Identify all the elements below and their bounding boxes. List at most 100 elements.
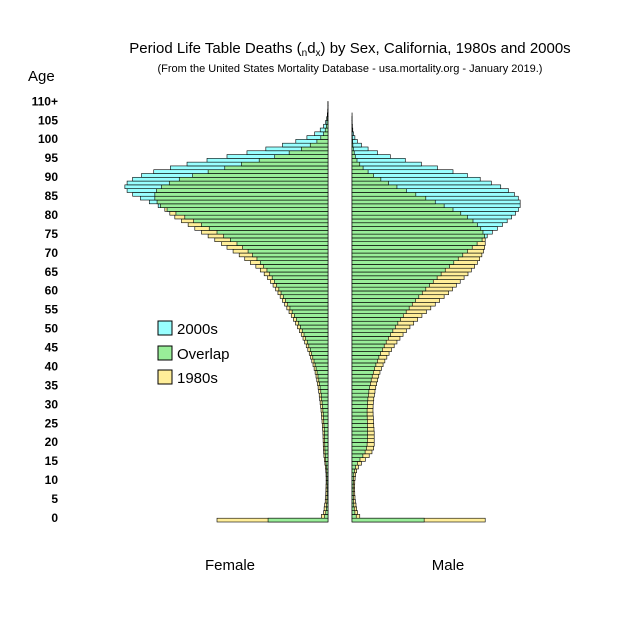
bar-overlap bbox=[154, 195, 329, 201]
legend-item-2000s: 2000s bbox=[157, 320, 218, 338]
bar-overlap bbox=[351, 195, 427, 201]
y-tick-label: 90 bbox=[45, 170, 59, 184]
bar-overlap bbox=[351, 298, 416, 303]
y-axis-ticks: 0 5 10 15 20 25 30 35 40 45 50 55 60 65 70 75 80 85 90 95 10… bbox=[32, 94, 59, 525]
bar-overlap bbox=[351, 313, 404, 318]
bar-overlap bbox=[351, 158, 358, 163]
bar-overlap bbox=[351, 324, 396, 330]
bar-overlap bbox=[351, 438, 368, 443]
male-label: Male bbox=[432, 557, 465, 574]
bar-overlap bbox=[351, 320, 399, 326]
bar-overlap bbox=[315, 366, 329, 371]
legend-swatch-2000s bbox=[157, 320, 173, 336]
bar-overlap bbox=[326, 120, 329, 125]
bar-overlap bbox=[326, 502, 329, 508]
bar-overlap bbox=[319, 385, 329, 390]
bar-overlap bbox=[351, 309, 407, 314]
bar-overlap bbox=[324, 514, 329, 519]
bar-overlap bbox=[320, 135, 329, 140]
bar-overlap bbox=[351, 415, 368, 421]
bar-overlap bbox=[242, 245, 329, 250]
bar-overlap bbox=[351, 468, 355, 474]
chart-subtitle: (From the United States Mortality Databa… bbox=[158, 63, 543, 75]
bar-overlap bbox=[351, 301, 413, 307]
legend: 2000s Overlap 1980s bbox=[157, 320, 230, 387]
bar-overlap bbox=[351, 381, 371, 386]
bar-overlap bbox=[351, 180, 389, 186]
bar-overlap bbox=[324, 445, 329, 451]
legend-swatch-overlap bbox=[157, 345, 173, 361]
bar-overlap bbox=[326, 506, 329, 511]
bar-overlap bbox=[351, 351, 381, 356]
bar-2000s bbox=[351, 146, 369, 152]
bar-overlap bbox=[288, 150, 329, 155]
bar-overlap bbox=[178, 176, 329, 182]
bar-overlap bbox=[154, 192, 329, 197]
bar-overlap bbox=[351, 283, 430, 288]
bar-overlap bbox=[326, 491, 329, 496]
y-tick-label: 45 bbox=[45, 341, 59, 355]
bar-overlap bbox=[351, 419, 368, 424]
bar-overlap bbox=[351, 514, 357, 519]
bar-overlap bbox=[156, 199, 329, 205]
bar-overlap bbox=[351, 480, 354, 485]
bar-overlap bbox=[323, 426, 329, 432]
bar-overlap bbox=[351, 366, 375, 371]
bar-overlap bbox=[351, 188, 407, 193]
bar-overlap bbox=[316, 370, 329, 375]
bar-overlap bbox=[184, 214, 329, 220]
y-tick-label: 5 bbox=[51, 492, 58, 506]
bar-overlap bbox=[351, 411, 368, 417]
bar-overlap bbox=[316, 139, 329, 144]
bar-overlap bbox=[351, 392, 369, 398]
bar-overlap bbox=[193, 218, 329, 224]
y-tick-label: 20 bbox=[45, 435, 59, 449]
bar-overlap bbox=[351, 362, 377, 367]
bar-overlap bbox=[351, 184, 398, 189]
bar-overlap bbox=[267, 517, 329, 523]
y-axis-title: Age bbox=[28, 68, 55, 85]
bar-overlap bbox=[274, 279, 329, 284]
bar-overlap bbox=[311, 351, 329, 356]
female-panel bbox=[124, 101, 329, 523]
bar-overlap bbox=[351, 237, 483, 242]
y-tick-label: 110+ bbox=[32, 94, 58, 108]
bar-overlap bbox=[161, 184, 329, 189]
bar-overlap bbox=[351, 245, 473, 250]
bar-overlap bbox=[351, 472, 355, 477]
bar-overlap bbox=[266, 267, 329, 273]
bar-overlap bbox=[296, 317, 329, 322]
bar-overlap bbox=[326, 480, 329, 485]
bar-overlap bbox=[351, 506, 355, 511]
bar-overlap bbox=[351, 476, 354, 481]
legend-label-overlap: Overlap bbox=[177, 346, 230, 363]
bar-2000s bbox=[351, 150, 378, 155]
bar-overlap bbox=[321, 400, 329, 405]
bar-overlap bbox=[351, 214, 468, 220]
bar-overlap bbox=[314, 362, 329, 367]
bar-overlap bbox=[322, 411, 329, 417]
legend-label-1980s: 1980s bbox=[177, 370, 218, 387]
bar-overlap bbox=[308, 343, 329, 349]
bar-overlap bbox=[318, 377, 329, 383]
bar-2000s bbox=[351, 165, 438, 171]
bar-overlap bbox=[326, 472, 329, 477]
bar-overlap bbox=[320, 389, 329, 394]
bar-overlap bbox=[324, 430, 329, 436]
bar-overlap bbox=[351, 161, 361, 167]
bar-overlap bbox=[247, 248, 329, 254]
bar-overlap bbox=[323, 419, 329, 424]
bar-overlap bbox=[351, 267, 446, 273]
bar-overlap bbox=[351, 286, 427, 292]
bar-overlap bbox=[351, 449, 366, 455]
y-tick-label: 105 bbox=[38, 113, 58, 127]
bar-overlap bbox=[324, 453, 329, 458]
bar-overlap bbox=[325, 461, 329, 466]
bar-overlap bbox=[208, 226, 329, 231]
bar-overlap bbox=[351, 222, 478, 227]
y-tick-label: 70 bbox=[45, 246, 59, 260]
bar-overlap bbox=[351, 142, 354, 148]
bar-overlap bbox=[351, 165, 364, 171]
bar-overlap bbox=[351, 252, 464, 258]
bar-overlap bbox=[252, 252, 329, 258]
